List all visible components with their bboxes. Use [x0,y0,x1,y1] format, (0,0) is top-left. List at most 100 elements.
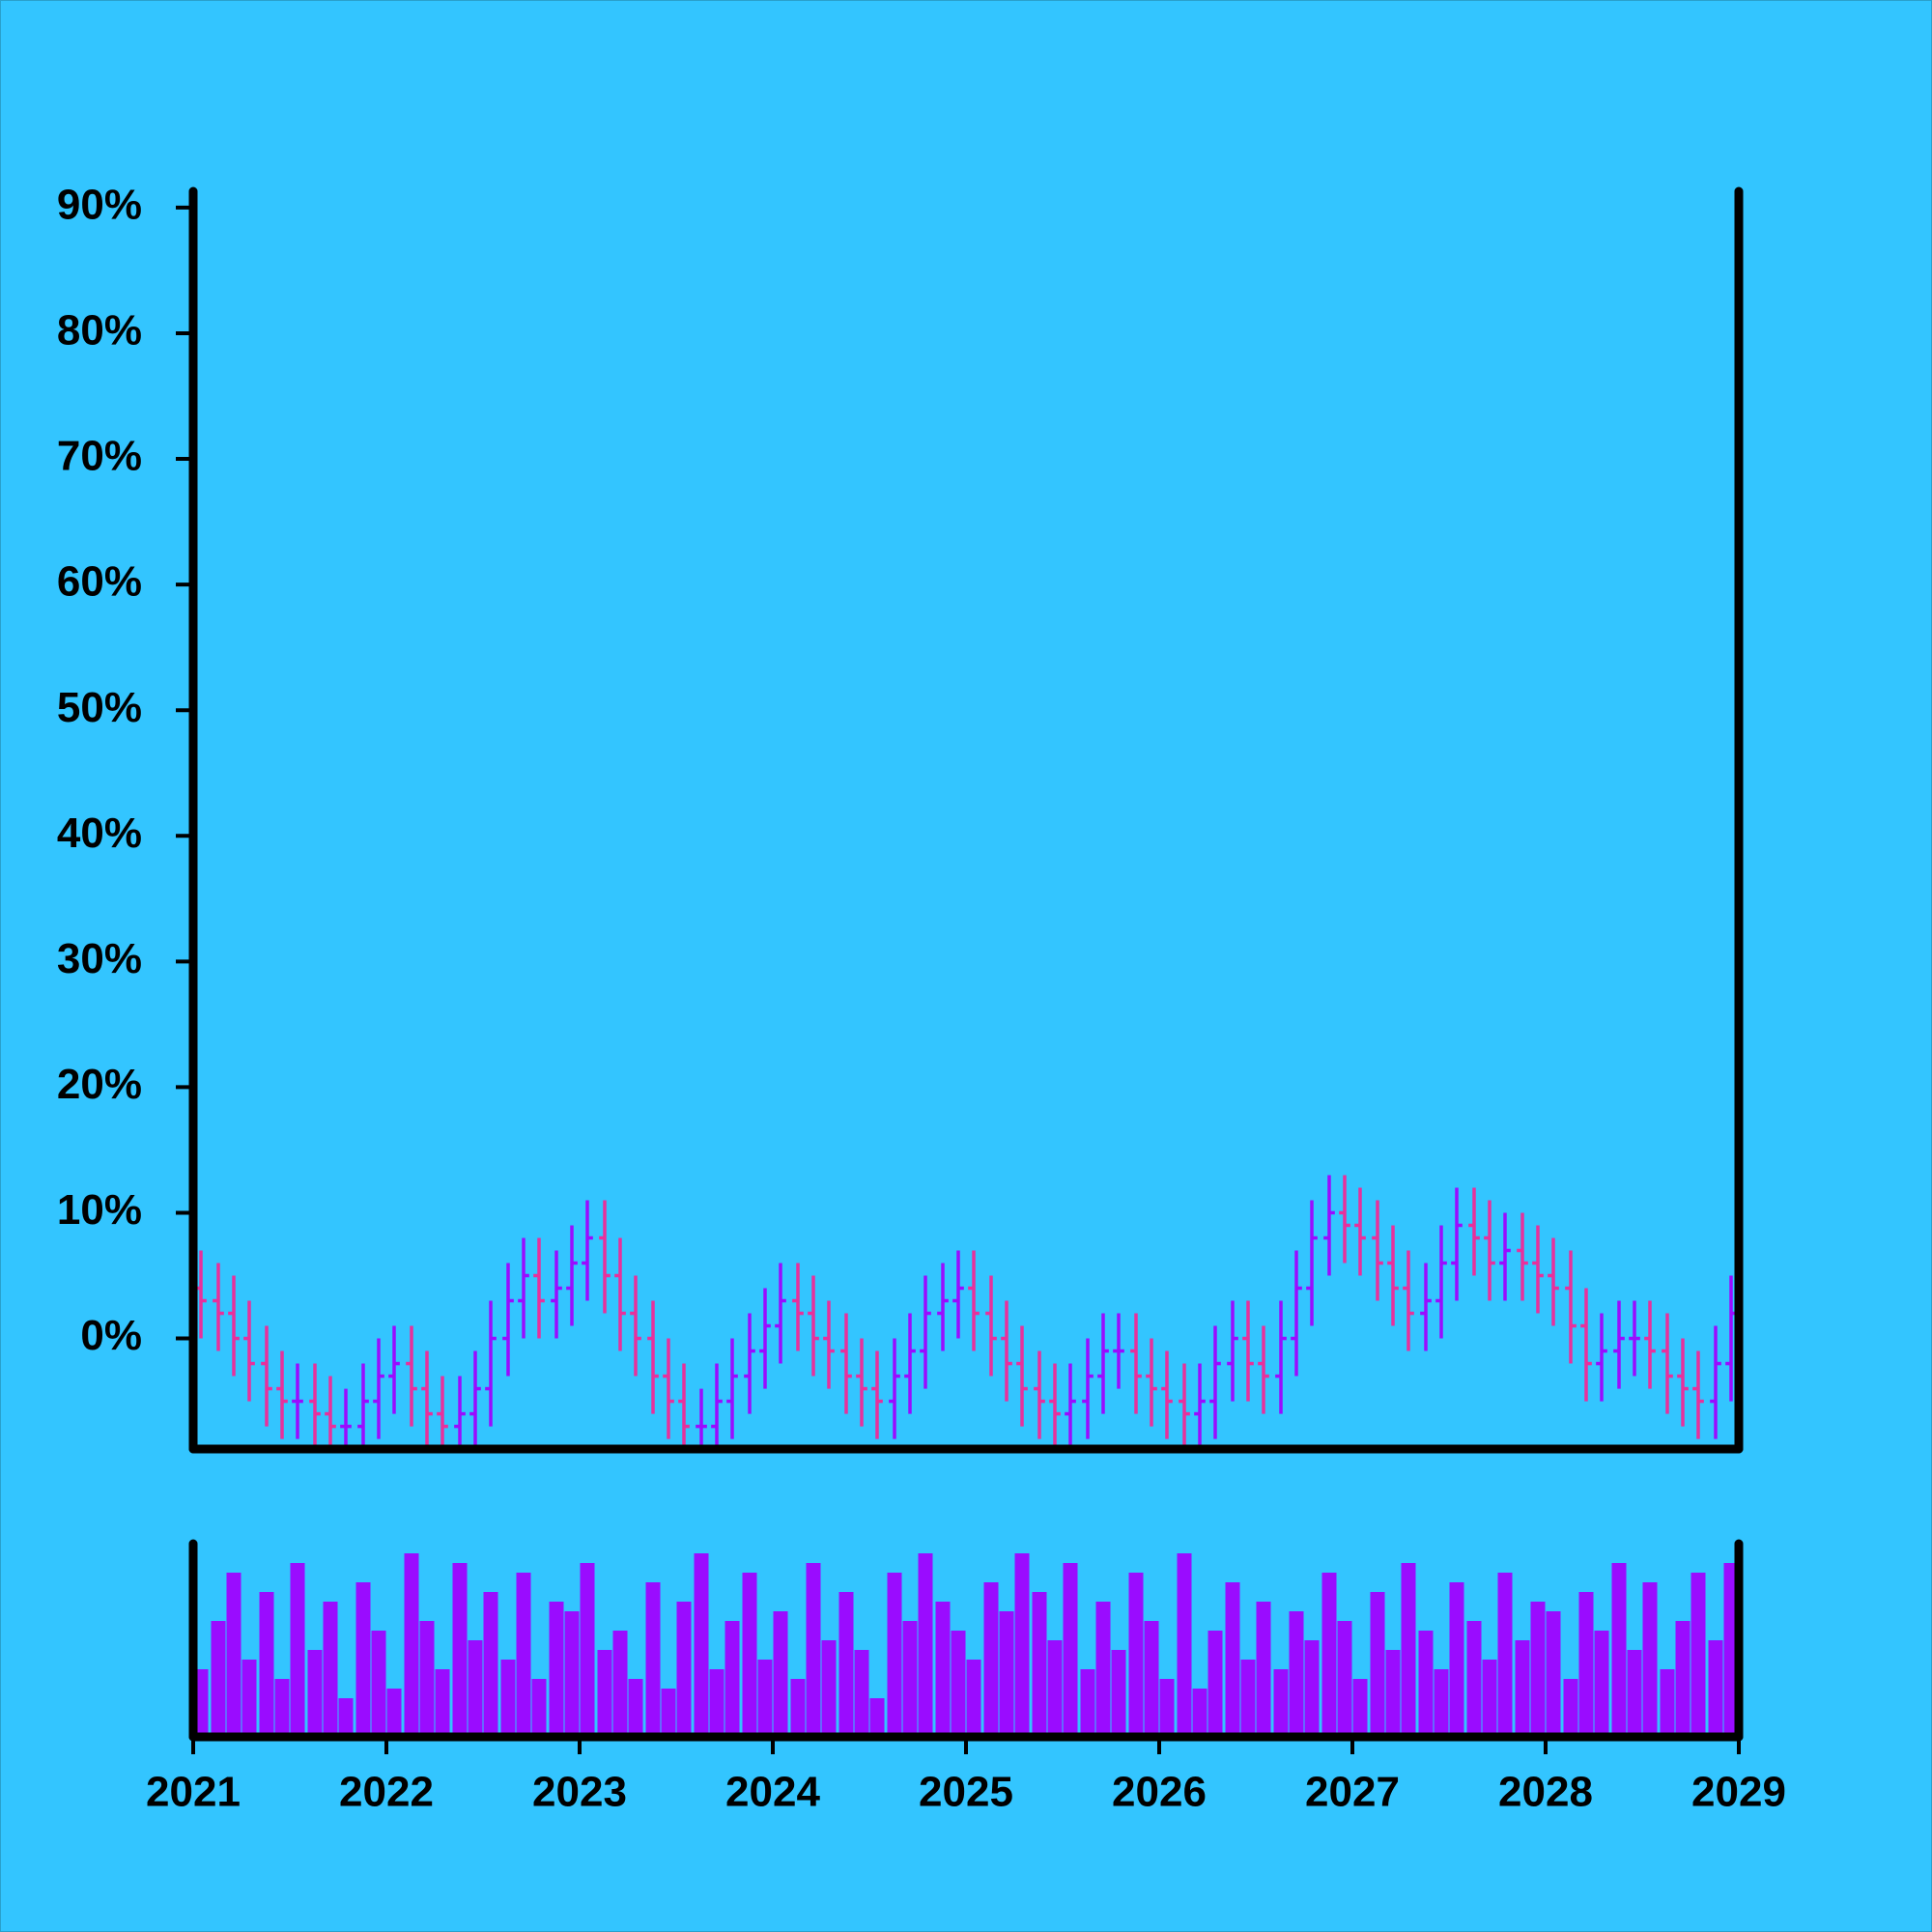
volume-bar [1128,1573,1144,1737]
y-tick-label: 80% [57,307,142,355]
volume-bar [1321,1573,1337,1737]
volume-bar [1578,1592,1594,1737]
volume-bar [1240,1660,1256,1737]
volume-bar [1611,1563,1627,1737]
volume-bar [757,1660,773,1737]
axes: 0% 10% 20% 30% 40% 50% 60% 70% 80% 90% 2021 2022 202… [57,182,1786,1816]
volume-bar [1177,1553,1192,1737]
volume-bar [1449,1582,1464,1737]
volume-bar [1563,1679,1578,1737]
volume-bar [1225,1582,1240,1737]
y-tick-label: 0% [80,1312,142,1359]
volume-bar [951,1631,966,1737]
volume-bar [307,1650,323,1737]
volume-bar [1080,1669,1095,1737]
x-tick-label: 2024 [725,1769,820,1816]
volume-bar [1095,1602,1111,1737]
volume-bar [1063,1563,1078,1737]
volume-bar [902,1621,918,1737]
volume-bar [468,1640,483,1737]
volume-bar [742,1573,757,1737]
x-tick-label: 2021 [146,1769,241,1816]
volume-bar [1708,1640,1723,1737]
volume-bar [549,1602,564,1737]
x-tick-label: 2025 [919,1769,1013,1816]
volume-bar [1014,1553,1030,1737]
x-tick-label: 2029 [1691,1769,1786,1816]
y-tick-label: 30% [57,935,142,982]
volume-bar [887,1573,902,1737]
volume-bar [1370,1592,1385,1737]
volume-bar [290,1563,305,1737]
volume-bar [516,1573,531,1737]
volume-bar [226,1573,242,1737]
y-tick-label: 10% [57,1186,142,1234]
volume-bar [1546,1611,1561,1737]
volume-bar [1642,1582,1658,1737]
volume-bar [580,1563,595,1737]
y-tick-label: 70% [57,433,142,480]
x-tick-label: 2023 [532,1769,627,1816]
volume-bar [1159,1679,1175,1737]
volume-bar [676,1602,692,1737]
volume-bar [838,1592,854,1737]
volume-area [193,1553,1739,1737]
volume-bar [1515,1640,1530,1737]
volume-bar [1690,1573,1706,1737]
volume-bar [790,1679,806,1737]
volume-bar [1337,1621,1352,1737]
volume-bar [1466,1621,1482,1737]
volume-bar [1352,1679,1368,1737]
volume-bar [983,1582,999,1737]
volume-bar [694,1553,709,1737]
y-tick-label: 40% [57,810,142,857]
volume-bar [531,1679,547,1737]
volume-bar [1273,1669,1289,1737]
volume-bar [259,1592,274,1737]
volume-bar [211,1621,226,1737]
volume-bar [1256,1602,1271,1737]
x-tick-label: 2028 [1498,1769,1593,1816]
volume-bar [773,1611,788,1737]
volume-bar [323,1602,338,1737]
volume-bar [869,1698,885,1737]
volume-bar [338,1698,354,1737]
volume-bar [612,1631,628,1737]
y-tick-label: 20% [57,1061,142,1108]
volume-bar [1675,1621,1690,1737]
volume-bar [966,1660,981,1737]
volume-bar [661,1689,676,1737]
volume-bar [1144,1621,1159,1737]
volume-bar [242,1660,257,1737]
volume-bar [724,1621,740,1737]
volume-bar [1032,1592,1047,1737]
volume-bar [628,1679,643,1737]
volume-bar [821,1640,837,1737]
volume-bar [1627,1650,1642,1737]
volume-bar [1304,1640,1320,1737]
volume-bar [500,1660,516,1737]
volume-bar [1530,1602,1546,1737]
volume-bar [709,1669,724,1737]
y-tick-label: 50% [57,684,142,731]
volume-bar [1208,1631,1223,1737]
x-tick-label: 2027 [1305,1769,1400,1816]
volume-bar [564,1611,580,1737]
volume-bar [1047,1640,1063,1737]
volume-bar [1401,1563,1416,1737]
x-tick-label: 2026 [1112,1769,1207,1816]
volume-bar [1192,1689,1208,1737]
volume-bar [1385,1650,1401,1737]
volume-bar [386,1689,402,1737]
volume-bar [1660,1669,1675,1737]
volume-bar [1497,1573,1513,1737]
volume-bar [1482,1660,1497,1737]
volume-bar [918,1553,933,1737]
volume-bar [404,1553,419,1737]
volume-bar [483,1592,498,1737]
volume-bar [355,1582,371,1737]
volume-bar [452,1563,468,1737]
volume-bar [1594,1631,1609,1737]
